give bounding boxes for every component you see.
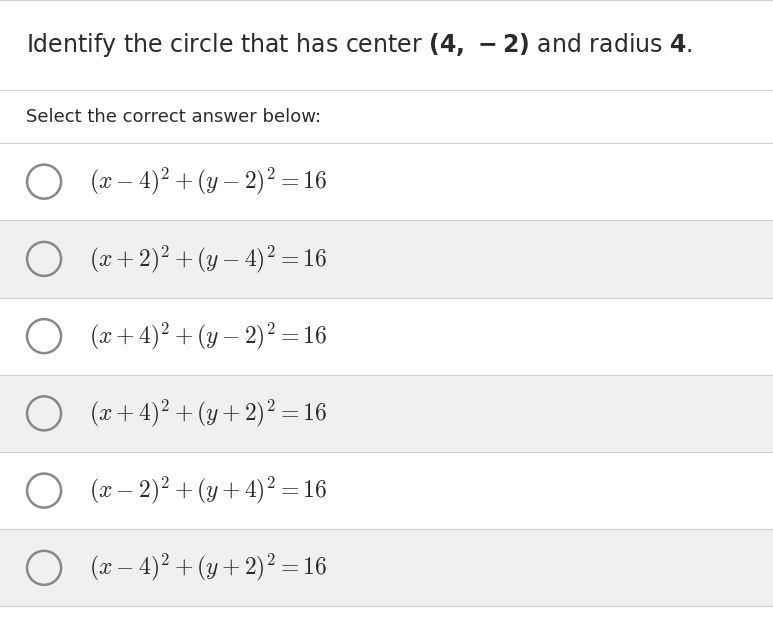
Bar	[0, 220, 773, 297]
Text: $(x-2)^2 + (y+4)^2 = 16$: $(x-2)^2 + (y+4)^2 = 16$	[89, 475, 327, 506]
Bar	[0, 452, 773, 529]
Text: $(x-4)^2 + (y-2)^2 = 16$: $(x-4)^2 + (y-2)^2 = 16$	[89, 166, 327, 197]
Bar	[0, 297, 773, 374]
Text: Identify the circle that has center $\mathbf{(4,\,-2)}$ and radius $\mathbf{4}$.: Identify the circle that has center $\ma…	[26, 31, 693, 59]
Bar	[0, 529, 773, 606]
Text: Select the correct answer below:: Select the correct answer below:	[26, 108, 321, 126]
Bar	[0, 374, 773, 452]
Text: $(x-4)^2 + (y+2)^2 = 16$: $(x-4)^2 + (y+2)^2 = 16$	[89, 552, 327, 583]
Text: $(x+2)^2 + (y-4)^2 = 16$: $(x+2)^2 + (y-4)^2 = 16$	[89, 243, 327, 274]
Text: $(x+4)^2 + (y+2)^2 = 16$: $(x+4)^2 + (y+2)^2 = 16$	[89, 397, 327, 429]
Text: $(x+4)^2 + (y-2)^2 = 16$: $(x+4)^2 + (y-2)^2 = 16$	[89, 320, 327, 352]
Bar	[0, 143, 773, 220]
